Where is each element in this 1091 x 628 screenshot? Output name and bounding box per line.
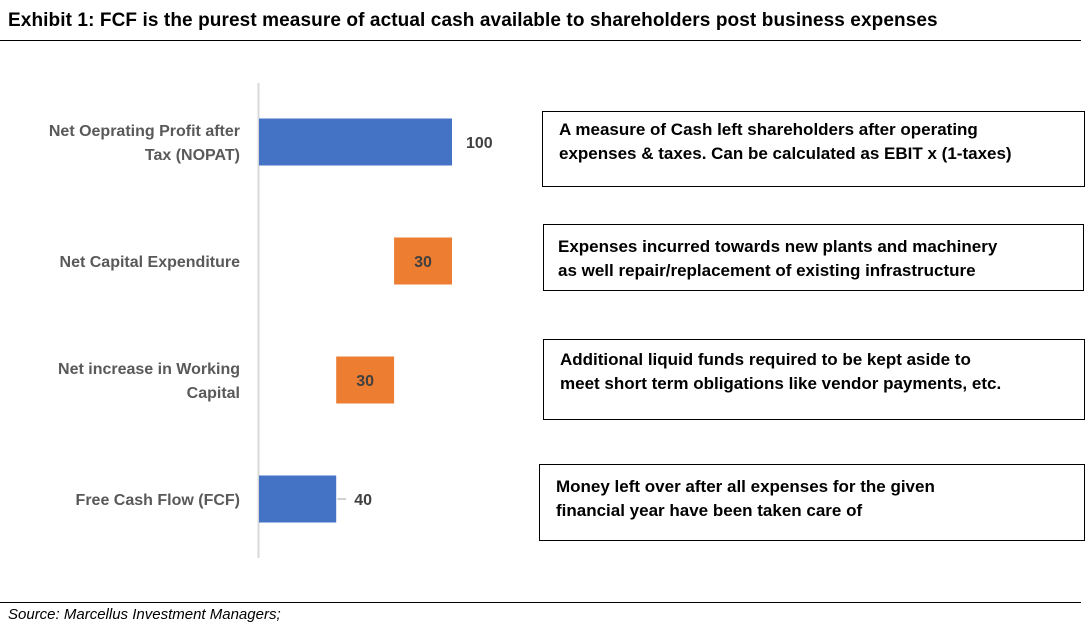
note-box-nopat: A measure of Cash left shareholders afte… [542, 111, 1085, 187]
note-line: meet short term obligations like vendor … [560, 374, 1002, 393]
bar [259, 118, 452, 166]
category-label: Net Capital Expenditure [60, 254, 241, 271]
title-divider [0, 40, 1081, 41]
waterfall-chart: Net Oeprating Profit after Tax (NOPAT) 100… [49, 83, 493, 558]
note-line: Expenses incurred towards new plants and… [558, 237, 998, 256]
note-line: expenses & taxes. Can be calculated as E… [559, 144, 1012, 163]
bar [259, 475, 337, 523]
value-label: 100 [466, 135, 493, 152]
note-box-working-capital: Additional liquid funds required to be k… [543, 339, 1085, 420]
note-line: financial year have been taken care of [556, 501, 863, 520]
note-line: Money left over after all expenses for t… [556, 477, 935, 496]
category-label: Free Cash Flow (FCF) [76, 492, 240, 509]
note-line: Additional liquid funds required to be k… [560, 350, 971, 369]
value-label: 30 [414, 254, 432, 271]
source-note: Source: Marcellus Investment Managers; [8, 606, 281, 623]
note-box-fcf: Money left over after all expenses for t… [539, 464, 1085, 541]
note-line: as well repair/replacement of existing i… [558, 261, 976, 280]
category-label: Net Oeprating Profit after [49, 123, 240, 140]
category-label: Capital [187, 385, 240, 402]
bar [336, 356, 395, 404]
value-label: 40 [354, 492, 372, 509]
bar [394, 237, 452, 285]
value-label: 30 [356, 373, 374, 390]
note-line: A measure of Cash left shareholders afte… [559, 120, 978, 139]
category-label: Tax (NOPAT) [145, 147, 240, 164]
footer-divider [0, 602, 1081, 603]
exhibit-title: Exhibit 1: FCF is the purest measure of … [8, 10, 938, 31]
category-label: Net increase in Working [58, 361, 240, 378]
note-box-capex: Expenses incurred towards new plants and… [543, 224, 1084, 291]
